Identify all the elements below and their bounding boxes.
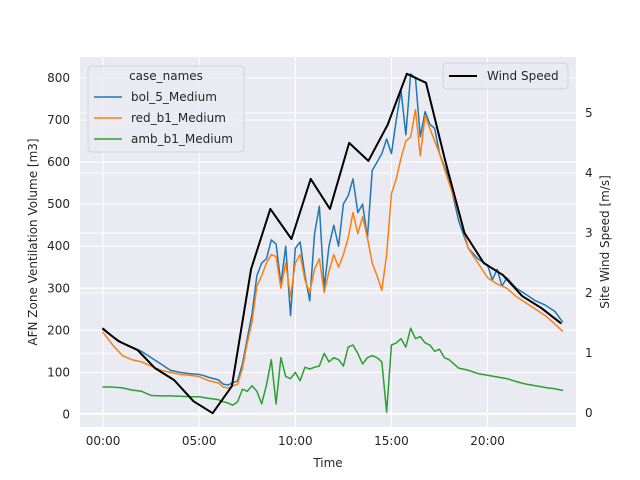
- left-y-tick-label: 300: [47, 281, 70, 295]
- legend-right-box: [442, 62, 569, 90]
- x-tick-label: 15:00: [374, 434, 409, 448]
- right-y-tick-label: 0: [585, 406, 593, 420]
- x-tick-label: 05:00: [182, 434, 217, 448]
- right-y-axis-label: Site Wind Speed [m/s]: [598, 175, 612, 309]
- series-line-amb-b1-medium: [102, 327, 564, 414]
- left-y-axis-ticks: 0 100 200 300 400 500 600 700 800: [47, 71, 70, 421]
- left-y-tick-label: 100: [47, 365, 70, 379]
- left-y-axis-label: AFN Zone Ventilation Volume [m3]: [26, 138, 40, 345]
- right-y-tick-label: 2: [585, 286, 593, 300]
- x-axis-ticks: 00:00 05:00 10:00 15:00 20:00: [86, 434, 505, 448]
- right-y-tick-label: 4: [585, 166, 593, 180]
- legend-label-wind: Wind Speed: [487, 69, 559, 83]
- left-y-tick-label: 0: [62, 407, 70, 421]
- x-tick-label: 10:00: [278, 434, 313, 448]
- legend-label-amb: amb_b1_Medium: [131, 132, 233, 146]
- series-line-red-b1-medium: [102, 108, 564, 389]
- left-y-tick-label: 800: [47, 71, 70, 85]
- legend-wind-speed: Wind Speed: [442, 62, 569, 90]
- legend-left-box: [87, 65, 245, 153]
- right-y-tick-label: 3: [585, 226, 593, 240]
- x-axis-label: Time: [312, 456, 342, 470]
- left-y-tick-label: 600: [47, 155, 70, 169]
- gridlines: [80, 57, 576, 427]
- legend-case-names: case_names bol_5_Medium red_b1_Medium am…: [87, 65, 245, 153]
- x-tick-label: 00:00: [86, 434, 121, 448]
- left-y-tick-label: 200: [47, 323, 70, 337]
- series-line-wind-speed: [102, 72, 562, 415]
- series-line-bol-5-medium: [102, 73, 564, 386]
- left-y-tick-label: 700: [47, 113, 70, 127]
- x-tick-label: 20:00: [470, 434, 505, 448]
- legend-label-bol: bol_5_Medium: [131, 90, 217, 104]
- right-y-axis-ticks: 0 1 2 3 4 5: [585, 106, 593, 420]
- legend-left-title: case_names: [129, 69, 203, 83]
- left-y-tick-label: 400: [47, 239, 70, 253]
- left-y-tick-label: 500: [47, 197, 70, 211]
- legend-label-red: red_b1_Medium: [131, 111, 226, 125]
- series-layer: [102, 72, 564, 415]
- right-y-tick-label: 5: [585, 106, 593, 120]
- right-y-tick-label: 1: [585, 346, 593, 360]
